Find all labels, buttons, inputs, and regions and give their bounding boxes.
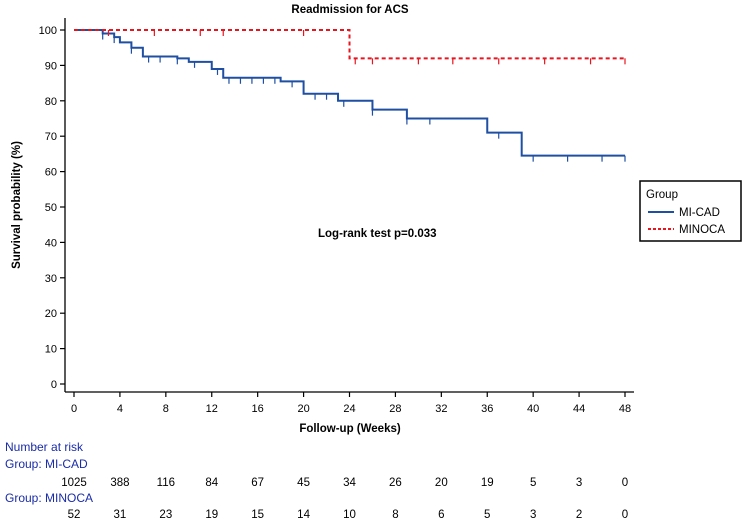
risk-value: 2	[576, 509, 582, 521]
y-tick-label: 10	[45, 344, 57, 356]
risk-value: 67	[251, 477, 264, 489]
risk-value: 31	[114, 509, 127, 521]
y-tick-label: 80	[45, 96, 57, 108]
legend-title: Group	[646, 189, 678, 201]
risk-value: 3	[530, 509, 536, 521]
legend-label-minoca: MINOCA	[679, 224, 725, 236]
x-tick-label: 44	[573, 403, 585, 415]
legend-label-mi-cad: MI-CAD	[679, 207, 720, 219]
risk-value: 23	[159, 509, 172, 521]
risk-value: 10	[343, 509, 356, 521]
y-tick-label: 60	[45, 167, 57, 179]
y-ticks: 0 10 20 30 40 50 60 70 80 90 100	[39, 25, 65, 391]
risk-value: 52	[68, 509, 81, 521]
risk-value: 14	[297, 509, 310, 521]
y-axis-title: Survival probability (%)	[11, 141, 23, 269]
risk-value: 1025	[61, 477, 87, 489]
x-tick-label: 24	[343, 403, 355, 415]
y-tick-label: 20	[45, 308, 57, 320]
y-tick-label: 70	[45, 131, 57, 143]
y-tick-label: 90	[45, 60, 57, 72]
x-tick-label: 36	[481, 403, 493, 415]
risk-value: 5	[484, 509, 490, 521]
risk-value: 84	[205, 477, 218, 489]
risk-value: 6	[438, 509, 444, 521]
risk-value: 0	[622, 509, 628, 521]
x-tick-label: 8	[163, 403, 169, 415]
risk-value: 45	[297, 477, 310, 489]
risk-group-label-minoca: Group: MINOCA	[5, 491, 93, 505]
x-axis-title: Follow-up (Weeks)	[299, 423, 401, 435]
x-tick-label: 12	[206, 403, 218, 415]
risk-value: 3	[576, 477, 582, 489]
logrank-annotation: Log-rank test p=0.033	[318, 228, 437, 240]
risk-value: 8	[392, 509, 398, 521]
y-tick-label: 40	[45, 237, 57, 249]
plot-lines	[74, 29, 626, 162]
risk-value: 19	[205, 509, 218, 521]
chart-title: Readmission for ACS	[291, 4, 408, 16]
x-tick-label: 48	[619, 403, 631, 415]
risk-value: 116	[157, 477, 175, 489]
y-tick-label: 30	[45, 273, 57, 285]
risk-value: 26	[389, 477, 402, 489]
x-tick-label: 40	[527, 403, 539, 415]
risk-value: 19	[481, 477, 494, 489]
y-tick-label: 50	[45, 202, 57, 214]
risk-group-label-mi-cad: Group: MI-CAD	[5, 457, 88, 471]
risk-table-heading: Number at risk	[5, 440, 84, 454]
legend: Group MI-CAD MINOCA	[639, 180, 742, 242]
risk-row-minoca: 52 31 23 19 15 14 10 8 6 5 3 2 0	[68, 509, 629, 521]
x-tick-label: 0	[71, 403, 77, 415]
risk-value: 5	[530, 477, 536, 489]
x-tick-label: 28	[389, 403, 401, 415]
risk-value: 388	[110, 477, 129, 489]
x-tick-label: 32	[435, 403, 447, 415]
y-tick-label: 100	[39, 25, 57, 37]
x-tick-label: 4	[117, 403, 123, 415]
x-tick-label: 16	[252, 403, 264, 415]
risk-row-mi-cad: 1025 388 116 84 67 45 34 26 20 19 5 3 0	[61, 477, 628, 489]
x-tick-label: 20	[297, 403, 309, 415]
series-line-minoca	[74, 29, 625, 60]
x-ticks: 0 4 8 12 16 20 24 28 32 36 40 44 48	[71, 392, 631, 415]
risk-value: 34	[343, 477, 356, 489]
risk-value: 0	[622, 477, 628, 489]
risk-value: 20	[435, 477, 448, 489]
y-tick-label: 0	[51, 379, 57, 391]
risk-table: Number at risk Group: MI-CAD 1025 388 116 8…	[5, 440, 628, 521]
risk-value: 15	[251, 509, 264, 521]
